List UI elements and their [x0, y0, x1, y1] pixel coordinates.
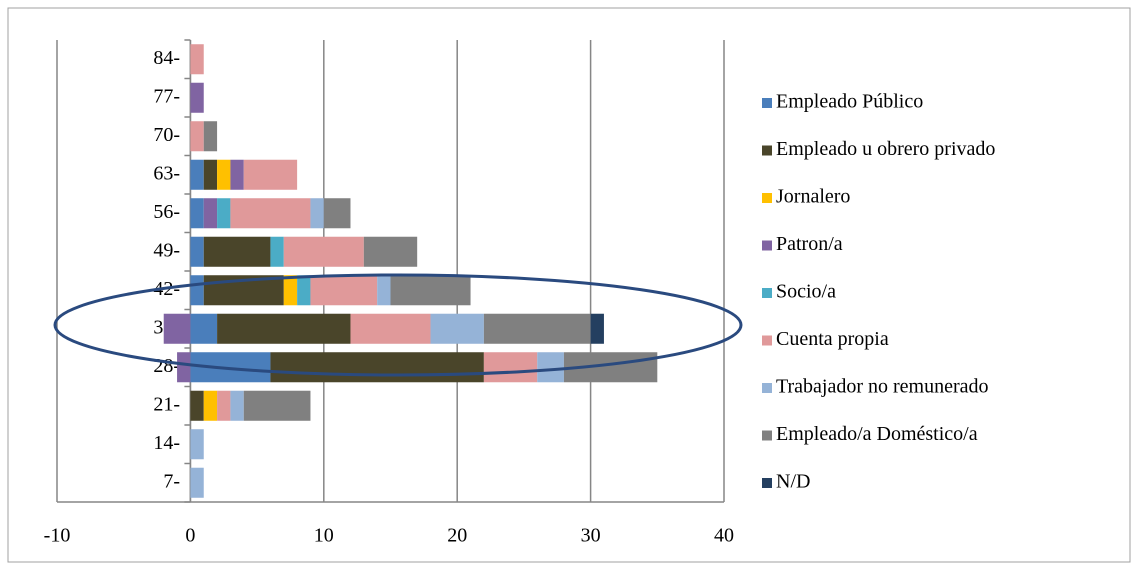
- plot-area: -100102030407-14-21-28-35-42-49-56-63-70…: [44, 39, 734, 547]
- bar-segment: [190, 429, 204, 460]
- y-tick-label: 63-: [153, 162, 180, 184]
- bar-segment: [190, 198, 204, 229]
- bar-segment: [217, 313, 351, 344]
- y-tick-label: 21-: [153, 393, 180, 415]
- bar-segment: [230, 159, 244, 190]
- bar-segment: [190, 313, 218, 344]
- y-tick-label: 77-: [153, 85, 180, 107]
- bar-segment: [190, 121, 204, 152]
- legend-swatch: [762, 288, 772, 298]
- y-tick-label: 28-: [153, 355, 180, 377]
- legend-swatch: [762, 145, 772, 156]
- highlight-ellipse: [53, 273, 743, 377]
- bar-segment: [190, 159, 204, 190]
- x-tick-label: -10: [44, 525, 71, 547]
- x-tick-label: 10: [314, 525, 334, 547]
- bar-segment: [163, 313, 191, 344]
- y-tick-label: 49-: [153, 239, 180, 261]
- legend-label: Trabajador no remunerado: [776, 376, 989, 398]
- bar-segment: [377, 275, 391, 306]
- legend-label: Empleado Público: [776, 91, 923, 113]
- bar-segment: [217, 390, 231, 421]
- legend-swatch: [762, 193, 772, 203]
- bar-segment: [483, 352, 538, 383]
- x-tick-label: 30: [581, 525, 601, 547]
- bar-segment: [190, 82, 204, 113]
- bar-segment: [270, 352, 484, 383]
- bar-segment: [430, 313, 484, 344]
- bar-segment: [203, 159, 218, 190]
- legend-swatch: [762, 240, 772, 251]
- legend-label: Socio/a: [776, 281, 836, 303]
- bar-segment: [177, 352, 191, 383]
- legend-swatch: [762, 430, 772, 441]
- bar-segment: [297, 275, 311, 306]
- y-tick-label: 84-: [153, 47, 180, 69]
- bar-segment: [243, 390, 311, 421]
- bar-segment: [203, 236, 271, 267]
- bar-segment: [217, 159, 231, 190]
- bar-segment: [190, 467, 204, 498]
- bar-segment: [590, 313, 604, 344]
- y-tick-label: 14-: [153, 432, 180, 454]
- bar-segment: [283, 236, 364, 267]
- x-tick-label: 20: [447, 525, 467, 547]
- y-tick-label: 56-: [153, 201, 180, 223]
- bar-segment: [203, 121, 218, 152]
- bar-segment: [190, 44, 204, 75]
- bar-segment: [243, 159, 298, 190]
- x-tick-label: 0: [185, 525, 195, 547]
- bar-segment: [203, 198, 218, 229]
- bar-segment: [217, 198, 231, 229]
- bar-segment: [283, 275, 298, 306]
- legend-label: Empleado u obrero privado: [776, 138, 995, 160]
- bar-segment: [203, 390, 218, 421]
- bar-segment: [363, 236, 418, 267]
- bar-segment: [190, 390, 204, 421]
- y-tick-label: 7-: [163, 470, 180, 492]
- bar-segment: [270, 236, 284, 267]
- bar-segment: [310, 275, 378, 306]
- bar-segment: [190, 275, 204, 306]
- bar-segment: [310, 198, 324, 229]
- bar-segment: [537, 352, 564, 383]
- bar-segment: [390, 275, 471, 306]
- legend-swatch: [762, 383, 772, 393]
- bar-segment: [230, 198, 311, 229]
- legend-swatch: [762, 335, 772, 346]
- bar-segment: [483, 313, 591, 344]
- bar-segment: [190, 236, 204, 267]
- bar-segment: [350, 313, 431, 344]
- legend-label: Empleado/a Doméstico/a: [776, 423, 978, 445]
- x-tick-label: 40: [714, 525, 734, 547]
- legend-swatch: [762, 478, 772, 488]
- legend-label: Jornalero: [776, 186, 850, 208]
- legend-swatch: [762, 98, 772, 108]
- bar-segment: [230, 390, 244, 421]
- legend-label: N/D: [776, 471, 810, 493]
- y-tick-label: 70-: [153, 124, 180, 146]
- bar-segment: [323, 198, 351, 229]
- legend-label: Cuenta propia: [776, 328, 889, 350]
- legend-label: Patron/a: [776, 233, 843, 255]
